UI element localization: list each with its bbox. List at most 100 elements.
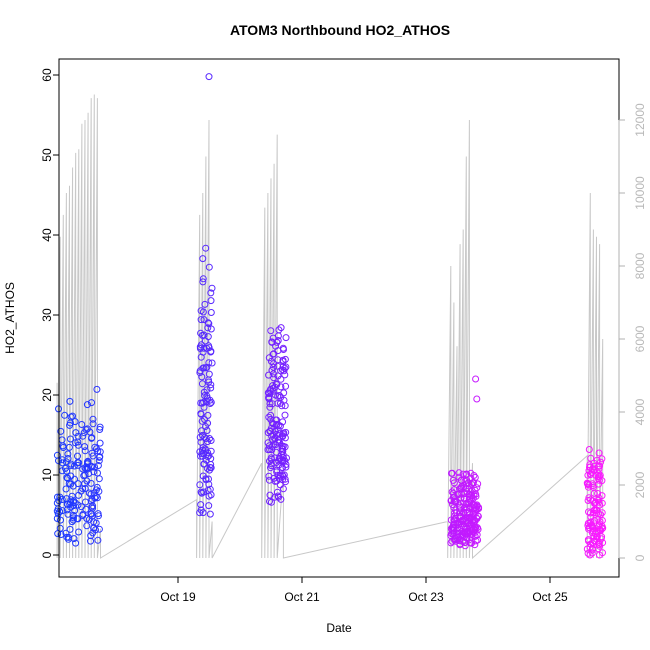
data-point [197,329,205,337]
data-point [203,398,211,406]
data-point [201,433,209,441]
x-axis: Oct 19 Oct 21 Oct 23 Oct 25 [160,576,568,604]
data-point [74,452,81,460]
data-point [591,537,598,545]
data-point [197,410,205,418]
data-point [81,443,89,451]
data-point [88,399,95,407]
data-point [273,466,281,474]
y-tick-label: 60 [40,68,54,82]
data-point [74,515,82,523]
data-point [598,455,606,463]
data-point [89,502,97,510]
data-point [200,403,208,411]
data-point [471,474,479,481]
data-point [462,471,470,479]
data-point [197,316,205,324]
right-axis-tick-label: 4000 [633,398,647,425]
y-tick-label: 50 [40,148,54,162]
y-tick-label: 0 [40,551,54,558]
data-point [84,459,92,467]
data-point [67,435,74,443]
data-point [87,497,95,505]
data-point [208,284,216,292]
data-point [69,412,76,420]
data-point [197,488,205,496]
y-tick-label: 20 [40,388,54,402]
data-point [454,499,462,507]
data-point [200,344,208,352]
data-point [279,344,287,352]
data-point [282,463,290,471]
data-point [597,458,605,466]
data-point [94,536,102,544]
data-point [457,520,465,528]
data-point [456,485,463,493]
data-point [587,496,595,504]
data-point [467,469,475,477]
data-point [75,528,83,536]
data-point [206,435,213,442]
data-point [198,489,206,497]
data-point [449,476,457,484]
data-point [79,432,87,440]
data-point [457,484,465,492]
data-point [72,539,80,547]
data-point [199,431,206,439]
chart-title: ATOM3 Northbound HO2_ATHOS [230,22,450,38]
data-point [471,501,479,509]
data-point [199,255,207,263]
data-point [457,477,465,484]
data-point [461,542,469,550]
data-point [277,367,285,375]
data-point [271,454,279,462]
data-point [268,338,276,346]
data-point [590,489,598,497]
data-point [599,539,607,547]
data-point [470,517,478,525]
data-point [205,320,213,328]
data-point [267,327,275,335]
data-point [204,411,212,419]
data-point [265,354,273,362]
data-point [87,490,95,498]
data-point [63,467,71,475]
data-point [201,392,209,400]
data-point [462,520,470,528]
data-point [467,539,475,547]
data-point [196,343,204,351]
data-point [268,400,276,408]
data-point [63,506,71,514]
data-point [64,450,72,458]
data-point [57,516,64,524]
data-point [588,549,596,557]
data-point [88,449,96,457]
data-point [201,337,209,345]
data-point [70,514,77,522]
data-point [463,470,471,478]
data-point [583,479,591,487]
data-point [203,363,211,371]
data-point [467,497,474,505]
data-point [61,411,69,419]
data-point [67,462,75,470]
data-point [59,444,67,451]
data-point [71,439,79,447]
data-point [96,426,104,433]
data-point [277,399,284,407]
data-point [205,502,213,510]
data-point [596,471,604,479]
data-point [270,350,278,358]
right-axis-tick-label: 12000 [633,103,647,137]
data-point [584,519,592,527]
data-point [590,459,598,467]
right-axis-tick-label: 8000 [633,252,647,279]
data-point [271,493,279,501]
data-point [447,516,455,524]
data-point [64,455,72,462]
data-point [272,430,280,438]
data-point [203,464,211,472]
data-point [207,461,215,468]
